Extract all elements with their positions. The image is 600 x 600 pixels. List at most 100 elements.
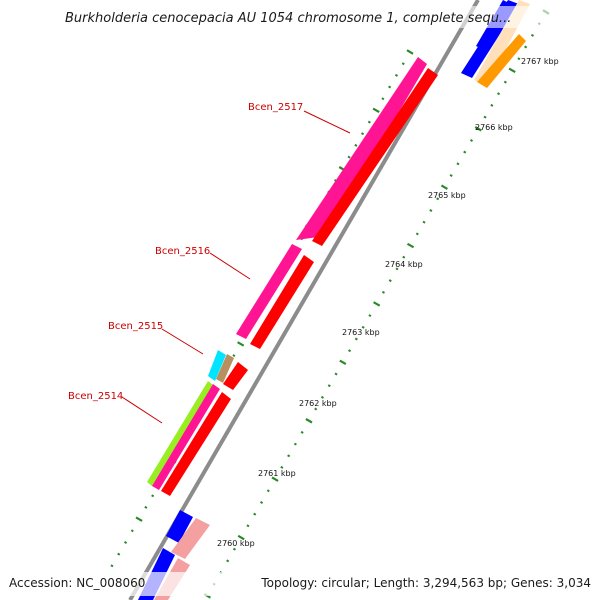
scale-tick-outer-5 (372, 107, 380, 114)
gene-feature-bcen-2514-magenta (152, 384, 220, 490)
scale-tick-outer-0 (406, 49, 414, 55)
scale-tick-inner-4 (517, 57, 521, 61)
scale-tick-inner-19 (415, 232, 419, 236)
scale-tick-outer-41 (130, 529, 134, 533)
scale-tick-outer-39 (144, 505, 148, 509)
leader-bcen-2517 (303, 110, 351, 134)
gene-feature-tan (216, 354, 234, 383)
scale-tick-inner-22 (395, 267, 399, 271)
title-backdrop (60, 6, 550, 28)
scale-tick-inner-25 (373, 301, 381, 307)
scale-tick-inner-26 (368, 314, 372, 318)
scale-tick-inner-29 (348, 349, 352, 353)
genome-summary-text: Topology: circular; Length: 3,294,563 bp… (260, 576, 591, 590)
gene-label-bcen-2515: Bcen_2515 (108, 321, 163, 332)
label-leaders (121, 110, 351, 424)
gene-label-bcen-2516: Bcen_2516 (155, 246, 210, 257)
scale-tick-inner-47 (226, 559, 230, 563)
scale-label-2762-kbp: 2762 kbp (299, 399, 337, 408)
leader-bcen-2515 (161, 328, 204, 355)
scale-tick-outer-38 (151, 494, 155, 498)
scale-tick-outer-4 (381, 97, 385, 101)
scale-tick-inner-3 (524, 45, 528, 49)
scale-tick-inner-13 (456, 162, 460, 166)
scale-label-2767-kbp: 2767 kbp (521, 57, 559, 66)
scale-tick-inner-18 (422, 220, 426, 224)
scale-tick-inner-24 (381, 290, 385, 294)
gene-features (147, 57, 438, 496)
scale-tick-inner-14 (449, 174, 453, 177)
scale-label-2764-kbp: 2764 kbp (385, 260, 423, 269)
gene-feature-bcen-2515 (208, 350, 226, 381)
scale-tick-inner-39 (280, 465, 284, 469)
scale-tick-inner-28 (354, 337, 358, 341)
scale-tick-inner-9 (483, 115, 487, 119)
gene-cds-bcen-2515 (223, 362, 248, 390)
scale-label-2760-kbp: 2760 kbp (217, 539, 255, 548)
scale-label-2761-kbp: 2761 kbp (258, 469, 296, 478)
scale-tick-inner-8 (490, 103, 494, 107)
scale-label-2763-kbp: 2763 kbp (342, 328, 380, 337)
map-title: Burkholderia cenocepacia AU 1054 chromos… (65, 11, 511, 26)
scale-tick-inner-30 (339, 359, 347, 366)
scale-tick-inner-12 (463, 150, 467, 154)
gene-block-blue-lower (166, 510, 193, 543)
scale-tick-outer-25 (237, 341, 245, 347)
footer-backdrop (4, 572, 596, 596)
scale-tick-inner-44 (246, 524, 250, 528)
scale-tick-outer-7 (361, 132, 365, 136)
scale-tick-inner-46 (232, 547, 236, 551)
scale-label-2766-kbp: 2766 kbp (475, 123, 513, 132)
scale-tick-outer-3 (388, 85, 392, 89)
scale-tick-outer-40 (135, 516, 143, 522)
gene-cds-bcen-2514 (161, 392, 231, 496)
scale-tick-inner-42 (260, 501, 264, 504)
scale-tick-inner-32 (327, 384, 331, 388)
leader-bcen-2514 (121, 396, 163, 424)
leader-bcen-2516 (209, 252, 251, 280)
scale-tick-outer-2 (394, 73, 398, 77)
scale-tick-inner-17 (429, 209, 433, 212)
gene-block-salmon-lower (171, 518, 210, 559)
scale-tick-inner-43 (253, 512, 257, 516)
scale-tick-inner-15 (440, 184, 448, 190)
scale-tick-outer-42 (124, 541, 128, 544)
scale-tick-inner-6 (503, 80, 507, 84)
scale-tick-inner-11 (469, 139, 474, 142)
scale-tick-inner-2 (530, 33, 534, 37)
scale-tick-inner-38 (287, 454, 291, 458)
scale-tick-inner-37 (293, 442, 297, 446)
scale-tick-inner-41 (266, 489, 270, 493)
scale-tick-inner-23 (388, 279, 392, 283)
gene-feature-bcen-2516 (236, 244, 302, 339)
scale-tick-outer-9 (347, 155, 351, 159)
scale-tick-inner-7 (497, 92, 501, 96)
scale-tick-inner-34 (314, 407, 318, 411)
scale-tick-inner-20 (406, 242, 415, 249)
scale-tick-inner-40 (271, 476, 279, 482)
gene-feature-bcen-2514 (147, 381, 213, 486)
scale-tick-outer-26 (232, 354, 236, 358)
scale-tick-inner-45 (237, 534, 245, 541)
scale-tick-inner-16 (436, 197, 440, 201)
scale-tick-inner-33 (320, 395, 324, 399)
scale-tick-inner-27 (361, 325, 365, 329)
scale-tick-inner-10 (474, 126, 482, 132)
scale-tick-inner-36 (300, 430, 304, 434)
scale-tick-inner-21 (402, 255, 406, 259)
gene-block-orange (477, 34, 526, 88)
scale-tick-inner-5 (508, 67, 516, 74)
scale-ticks (110, 9, 550, 599)
scale-tick-outer-44 (110, 564, 114, 568)
scale-tick-outer-43 (117, 552, 121, 556)
scale-tick-inner-35 (305, 418, 313, 424)
scale-tick-outer-8 (354, 143, 358, 147)
accession-text: Accession: NC_008060 (9, 576, 145, 590)
gene-cds-bcen-2516 (250, 255, 314, 349)
scale-tick-outer-6 (367, 120, 371, 124)
scale-label-2765-kbp: 2765 kbp (428, 191, 466, 200)
gene-label-bcen-2514: Bcen_2514 (68, 391, 123, 402)
scale-tick-inner-31 (334, 372, 338, 376)
gene-cds-bcen-2517 (312, 68, 438, 246)
